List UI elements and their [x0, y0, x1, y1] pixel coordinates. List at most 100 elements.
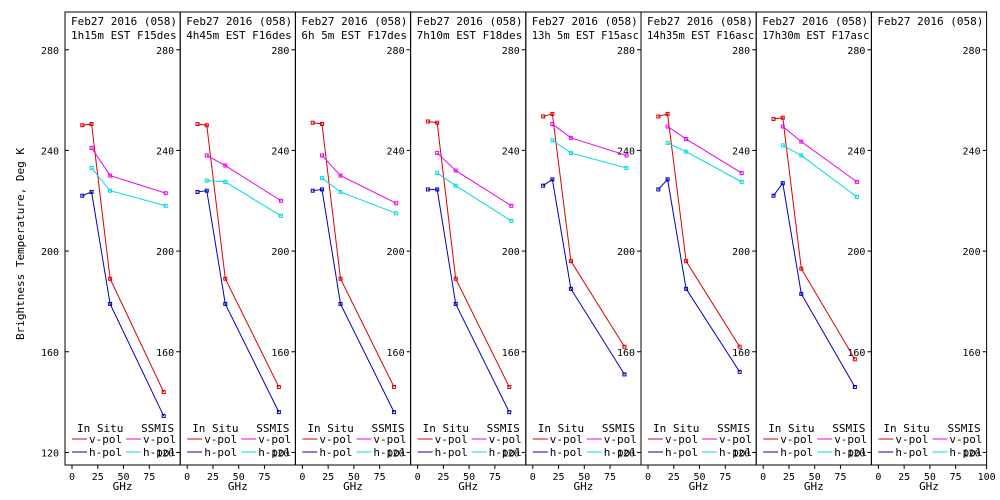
ssmis-vpol-point	[394, 201, 399, 206]
x-tick-label: 0	[760, 472, 766, 483]
panel-title-date: Feb27 2016 (058)	[762, 15, 868, 28]
x-tick-label: 100	[978, 472, 996, 483]
ssmis-hpol-point	[550, 138, 555, 143]
ssmis-vpol-point	[799, 139, 804, 144]
y-tick-label: 200	[847, 247, 865, 258]
ssmis-vpol-point	[435, 150, 440, 155]
insitu-vpol-point	[425, 119, 430, 124]
y-tick-label: 240	[271, 146, 289, 157]
y-tick-label: 120	[502, 448, 520, 459]
insitu-hpol-line	[773, 181, 856, 388]
ssmis-vpol-point	[550, 121, 555, 126]
legend-insitu-hpol-label: h-pol	[204, 446, 237, 459]
ssmis-hpol-point	[854, 194, 859, 199]
insitu-hpol-point	[310, 188, 315, 193]
x-tick-label: 50	[693, 472, 705, 483]
ssmis-hpol-line	[91, 167, 166, 207]
x-tick-label: 50	[348, 472, 360, 483]
x-tick-label: 25	[437, 472, 449, 483]
insitu-hpol-point	[852, 384, 857, 389]
legend-ssmis-title: SSMIS	[487, 422, 520, 435]
insitu-hpol-point	[780, 181, 785, 186]
y-tick-label-left: 280	[41, 46, 59, 57]
ssmis-hpol-point	[684, 149, 689, 154]
x-tick-label: 25	[92, 472, 104, 483]
insitu-hpol-point	[656, 187, 661, 192]
ssmis-hpol-point	[665, 140, 670, 145]
legend-ssmis-vpol-label: v-pol	[258, 433, 291, 446]
insitu-hpol-point	[737, 369, 742, 374]
ssmis-vpol-line	[206, 155, 282, 202]
y-tick-label: 200	[156, 247, 174, 258]
y-tick-label: 280	[156, 46, 174, 57]
panel-title-time: 7h10m EST F18des	[417, 29, 523, 42]
ssmis-vpol-point	[163, 191, 168, 196]
insitu-vpol-point	[507, 384, 512, 389]
insitu-hpol-point	[223, 301, 228, 306]
ssmis-hpol-point	[453, 183, 458, 188]
insitu-hpol-point	[799, 291, 804, 296]
insitu-vpol-point	[622, 344, 627, 349]
x-axis-label: GHz	[343, 480, 363, 493]
y-tick-label: 120	[732, 448, 750, 459]
insitu-vpol-point	[108, 276, 113, 281]
legend-ssmis-hpol-label: h-pol	[258, 446, 291, 459]
panel-6: Feb27 2016 (058)14h35m EST F16asc 120 160 2…	[640, 11, 757, 493]
insitu-hpol-line	[82, 191, 165, 417]
insitu-vpol-line	[773, 117, 856, 360]
insitu-vpol-point	[684, 259, 689, 264]
panel-frame	[410, 11, 527, 466]
x-tick-label: 25	[207, 472, 219, 483]
insitu-hpol-point	[507, 410, 512, 415]
y-tick-label: 240	[963, 146, 981, 157]
ssmis-vpol-point	[89, 145, 94, 150]
x-tick-label: 50	[233, 472, 245, 483]
x-axis-label: GHz	[919, 480, 939, 493]
insitu-hpol-point	[684, 286, 689, 291]
y-tick-label: 280	[617, 46, 635, 57]
ssmis-hpol-point	[624, 166, 629, 171]
ssmis-vpol-line	[667, 126, 742, 174]
panel-title-time: 13h 5m EST F15asc	[532, 29, 639, 42]
insitu-vpol-point	[310, 120, 315, 125]
legend-insitu-title: In Situ	[307, 422, 353, 435]
legend-insitu-vpol-label: v-pol	[550, 433, 583, 446]
x-tick-label: 50	[924, 472, 936, 483]
insitu-vpol-point	[89, 121, 94, 126]
panel-title-time: 6h 5m EST F17des	[301, 29, 407, 42]
legend-insitu-vpol-label: v-pol	[665, 433, 698, 446]
insitu-hpol-line	[312, 188, 395, 413]
legend-insitu-hpol-label: h-pol	[435, 446, 468, 459]
y-tick-label: 120	[387, 448, 405, 459]
legend-ssmis-hpol-label: h-pol	[489, 446, 522, 459]
insitu-vpol-line	[82, 123, 165, 393]
y-tick-label: 120	[617, 448, 635, 459]
insitu-hpol-point	[204, 188, 209, 193]
insitu-vpol-point	[550, 111, 555, 116]
legend-ssmis-hpol-label: h-pol	[719, 446, 752, 459]
insitu-vpol-point	[276, 384, 281, 389]
ssmis-hpol-line	[552, 139, 627, 169]
y-tick-label: 200	[502, 247, 520, 258]
insitu-vpol-point	[392, 384, 397, 389]
insitu-hpol-point	[161, 413, 166, 418]
ssmis-hpol-point	[278, 213, 283, 218]
y-tick-label: 240	[847, 146, 865, 157]
x-axis-label: GHz	[458, 480, 478, 493]
ssmis-vpol-point	[624, 153, 629, 158]
panel-frame	[294, 11, 412, 466]
legend-insitu-hpol-label: h-pol	[89, 446, 122, 459]
x-tick-label: 50	[117, 472, 129, 483]
x-tick-label: 25	[553, 472, 565, 483]
insitu-hpol-line	[542, 178, 625, 375]
x-tick-label: 75	[950, 472, 962, 483]
legend-insitu-hpol-label: h-pol	[319, 446, 352, 459]
ssmis-hpol-point	[739, 179, 744, 184]
insitu-vpol-point	[80, 123, 85, 128]
ssmis-hpol-point	[780, 143, 785, 148]
ssmis-vpol-point	[223, 163, 228, 168]
x-tick-label: 0	[69, 472, 75, 483]
